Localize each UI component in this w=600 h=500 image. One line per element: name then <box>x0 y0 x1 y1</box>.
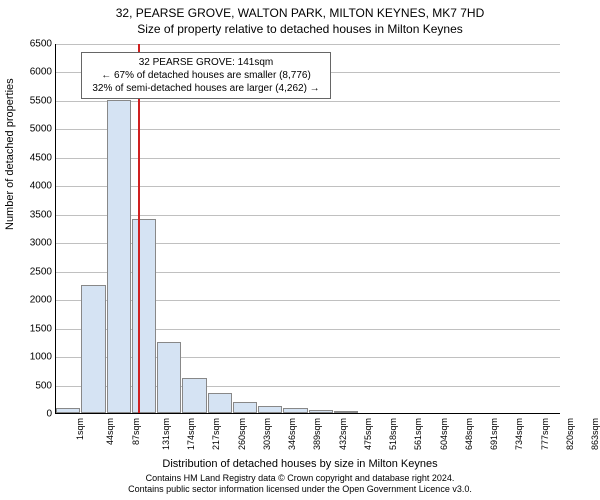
x-tick-label: 648sqm <box>464 418 474 450</box>
x-tick-label: 734sqm <box>514 418 524 450</box>
y-tick-label: 1000 <box>12 352 52 363</box>
y-tick-label: 3500 <box>12 209 52 220</box>
y-tick-label: 0 <box>12 409 52 420</box>
chart-title-block: 32, PEARSE GROVE, WALTON PARK, MILTON KE… <box>0 0 600 36</box>
x-tick-label: 691sqm <box>489 418 499 450</box>
x-tick-label: 87sqm <box>131 418 141 445</box>
gridline <box>56 158 560 159</box>
x-tick-label: 820sqm <box>565 418 575 450</box>
x-tick-label: 604sqm <box>439 418 449 450</box>
footer-line1: Contains HM Land Registry data © Crown c… <box>0 473 600 485</box>
x-tick-label: 561sqm <box>413 418 423 450</box>
x-tick-label: 389sqm <box>312 418 322 450</box>
x-tick-label: 1sqm <box>75 418 85 440</box>
y-tick-label: 6500 <box>12 39 52 50</box>
gridline <box>56 101 560 102</box>
histogram-bar <box>132 219 156 413</box>
x-tick-label: 432sqm <box>338 418 348 450</box>
histogram-bar <box>233 402 257 413</box>
chart-footer: Contains HM Land Registry data © Crown c… <box>0 473 600 496</box>
x-tick-label: 174sqm <box>186 418 196 450</box>
y-tick-label: 4000 <box>12 181 52 192</box>
annotation-line1: 32 PEARSE GROVE: 141sqm <box>88 56 324 69</box>
histogram-bar <box>81 285 105 413</box>
y-tick-label: 5000 <box>12 124 52 135</box>
histogram-bar <box>208 393 232 413</box>
reference-line <box>138 44 140 413</box>
histogram-bar <box>309 410 333 413</box>
x-tick-label: 303sqm <box>262 418 272 450</box>
chart-plot-area: 32 PEARSE GROVE: 141sqm ← 67% of detache… <box>55 44 560 414</box>
x-tick-label: 346sqm <box>287 418 297 450</box>
histogram-bar <box>157 342 181 413</box>
footer-line2: Contains public sector information licen… <box>0 484 600 496</box>
annotation-line2: ← 67% of detached houses are smaller (8,… <box>88 69 324 82</box>
y-tick-label: 5500 <box>12 95 52 106</box>
histogram-bar <box>258 406 282 413</box>
histogram-bar <box>107 100 131 413</box>
histogram-bar <box>283 408 307 413</box>
y-tick-label: 4500 <box>12 152 52 163</box>
y-tick-label: 3000 <box>12 238 52 249</box>
y-tick-label: 2500 <box>12 266 52 277</box>
gridline <box>56 129 560 130</box>
x-tick-label: 131sqm <box>161 418 171 450</box>
x-tick-label: 863sqm <box>590 418 600 450</box>
chart-title-line2: Size of property relative to detached ho… <box>0 22 600 36</box>
chart-title-line1: 32, PEARSE GROVE, WALTON PARK, MILTON KE… <box>0 6 600 20</box>
x-tick-label: 518sqm <box>388 418 398 450</box>
gridline <box>56 215 560 216</box>
reference-annotation: 32 PEARSE GROVE: 141sqm ← 67% of detache… <box>81 52 331 99</box>
y-tick-label: 500 <box>12 380 52 391</box>
gridline <box>56 44 560 45</box>
y-tick-label: 6000 <box>12 67 52 78</box>
x-tick-label: 217sqm <box>211 418 221 450</box>
x-tick-label: 260sqm <box>237 418 247 450</box>
histogram-bar <box>182 378 206 413</box>
x-axis-label: Distribution of detached houses by size … <box>0 458 600 470</box>
histogram-bar <box>334 411 358 413</box>
x-tick-label: 475sqm <box>363 418 373 450</box>
y-tick-label: 1500 <box>12 323 52 334</box>
histogram-bar <box>56 408 80 413</box>
y-tick-label: 2000 <box>12 295 52 306</box>
annotation-line3: 32% of semi-detached houses are larger (… <box>88 82 324 95</box>
x-tick-label: 44sqm <box>105 418 115 445</box>
gridline <box>56 186 560 187</box>
x-tick-label: 777sqm <box>540 418 550 450</box>
